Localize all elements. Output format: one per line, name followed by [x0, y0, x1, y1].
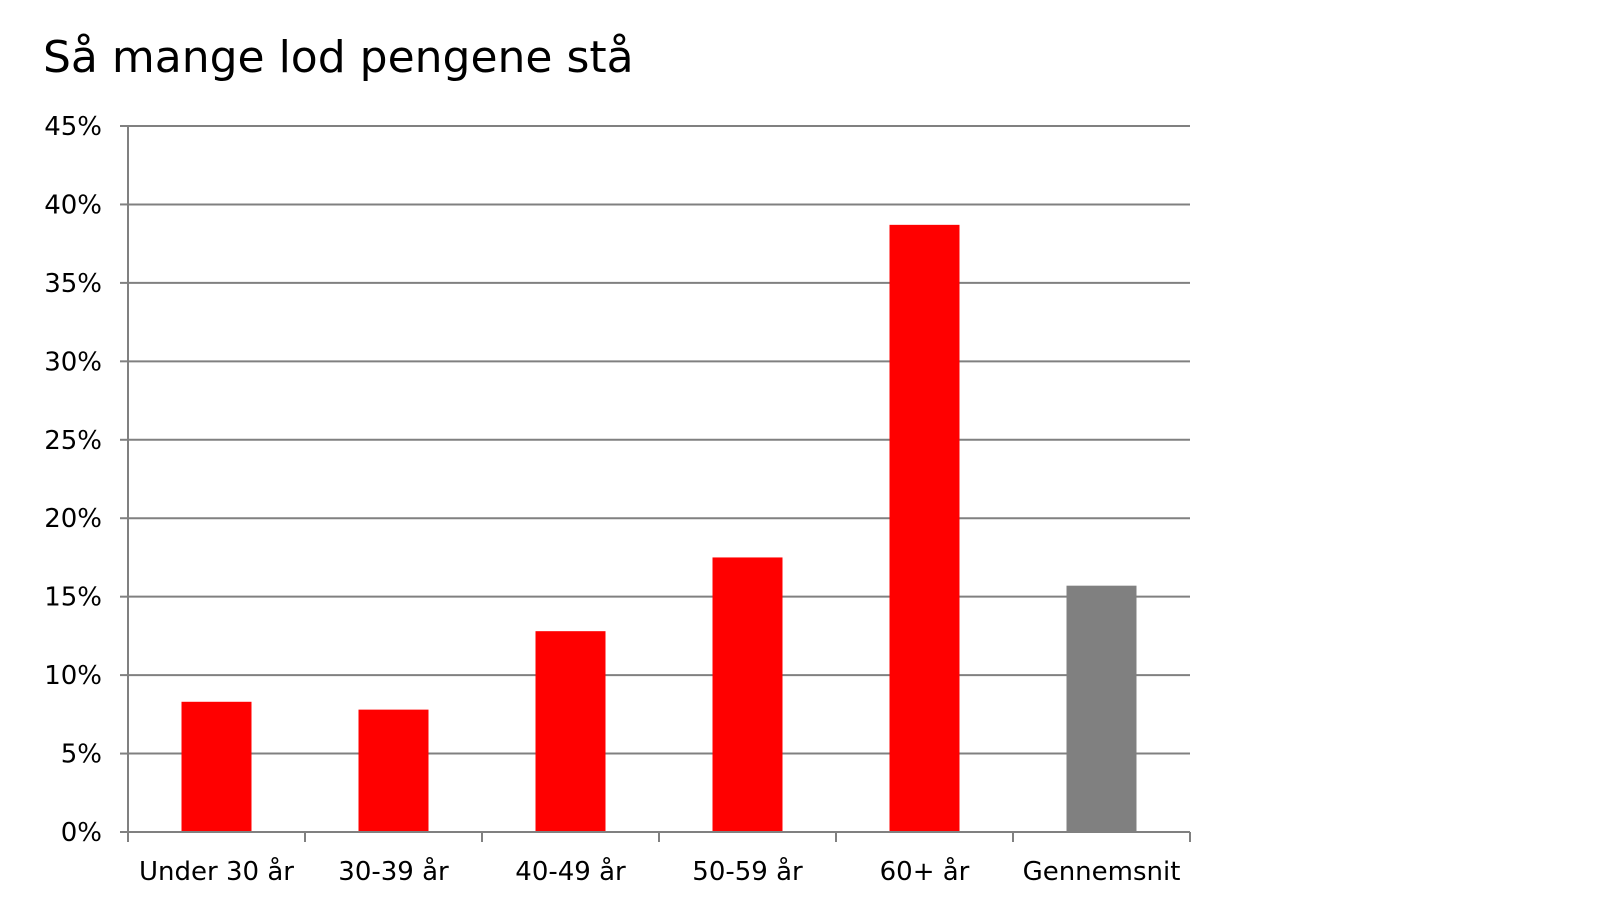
x-tick-label: 50-59 år: [692, 856, 803, 887]
axes: [127, 126, 1191, 842]
x-tick-label: 40-49 år: [515, 856, 626, 887]
y-tick-labels: 0% 5% 10% 15% 20% 25% 30% 35% 40% 45%: [44, 112, 102, 848]
x-tick-labels: Under 30 år 30-39 år 40-49 år 50-59 år 60+ å…: [139, 856, 1180, 887]
bar: [889, 224, 960, 833]
y-tick-label: 30%: [44, 347, 102, 377]
chart-title: Så mange lod pengene stå: [43, 32, 634, 83]
gridlines: [120, 125, 1190, 833]
y-tick-label: 0%: [61, 818, 102, 848]
bar: [1066, 585, 1137, 832]
bars: [181, 224, 1137, 833]
bar: [358, 709, 429, 832]
y-tick-label: 20%: [44, 504, 102, 534]
bar: [181, 701, 252, 832]
y-tick-label: 25%: [44, 426, 102, 456]
bar: [535, 631, 606, 832]
y-tick-label: 35%: [44, 269, 102, 299]
y-tick-label: 45%: [44, 112, 102, 142]
x-tick-label: Under 30 år: [139, 856, 294, 887]
x-tick-label: Gennemsnit: [1023, 857, 1181, 887]
y-tick-label: 10%: [44, 661, 102, 691]
y-tick-label: 15%: [44, 583, 102, 613]
x-tick-label: 30-39 år: [338, 856, 449, 887]
y-tick-label: 5%: [61, 740, 102, 770]
x-tick-label: 60+ år: [880, 856, 970, 887]
y-tick-label: 40%: [44, 190, 102, 220]
bar: [712, 557, 783, 832]
